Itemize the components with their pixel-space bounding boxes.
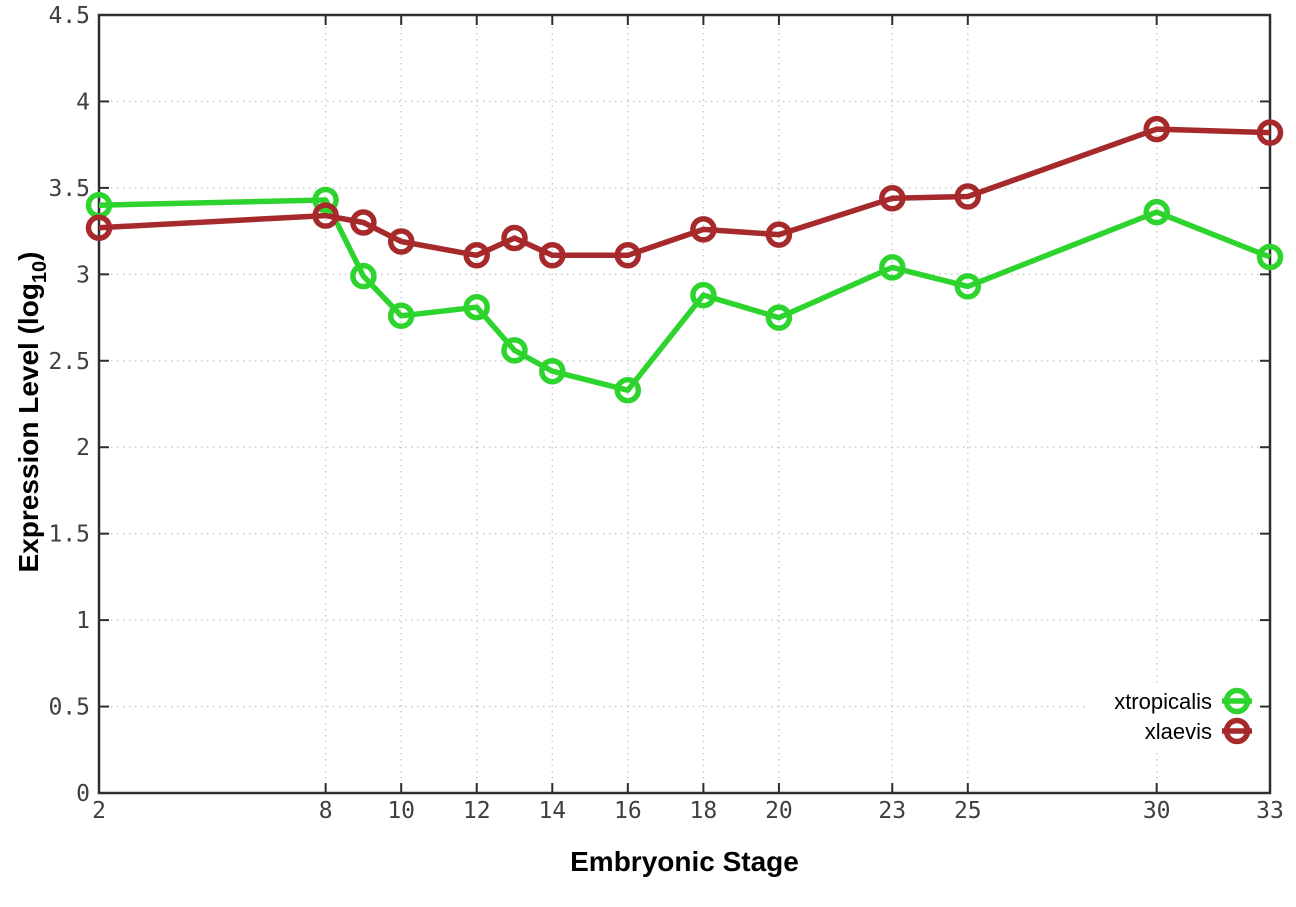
x-tick-label: 16 [614, 798, 642, 824]
data-point-xlaevis [501, 224, 528, 252]
data-point-xlaevis [765, 221, 793, 248]
legend-label-xtropicalis: xtropicalis [1114, 689, 1212, 714]
data-point-xtropicalis [879, 254, 906, 281]
data-point-xtropicalis [350, 262, 377, 290]
x-tick-label: 25 [954, 798, 982, 824]
data-point-xtropicalis [1143, 198, 1170, 226]
y-tick-label: 0.5 [48, 695, 90, 721]
data-point-xlaevis [539, 242, 566, 269]
data-point-xtropicalis [690, 281, 717, 309]
x-tick-label: 23 [878, 798, 906, 824]
x-tick-label: 20 [765, 798, 793, 824]
y-tick-label: 4 [76, 89, 90, 115]
x-tick-label: 10 [387, 798, 415, 824]
x-tick-label: 30 [1143, 798, 1171, 824]
data-point-xlaevis [350, 209, 377, 236]
legend-label-xlaevis: xlaevis [1145, 719, 1212, 744]
y-tick-label: 1 [76, 608, 90, 634]
data-point-xlaevis [954, 183, 982, 210]
data-point-xlaevis [1143, 115, 1170, 143]
y-tick-label: 2 [76, 435, 90, 461]
data-point-xtropicalis [954, 273, 982, 300]
y-tick-label: 3.5 [48, 176, 90, 202]
data-point-xtropicalis [539, 357, 566, 385]
x-tick-label: 8 [319, 798, 333, 824]
data-point-xlaevis [85, 214, 113, 241]
data-point-xtropicalis [501, 337, 528, 364]
x-tick-label: 2 [92, 798, 106, 824]
y-tick-label: 4.5 [48, 3, 90, 29]
y-tick-label: 2.5 [48, 349, 90, 375]
data-point-xtropicalis [614, 376, 642, 404]
data-point-xtropicalis [1256, 243, 1284, 271]
x-tick-label: 12 [463, 798, 491, 824]
data-point-xlaevis [690, 216, 717, 243]
data-point-xlaevis [463, 242, 490, 269]
x-tick-label: 33 [1256, 798, 1284, 824]
data-point-xlaevis [879, 185, 906, 212]
y-axis-title: Expression Level (log10) [13, 252, 51, 573]
legend-marker-icon-xlaevis [1223, 717, 1251, 745]
data-point-xlaevis [1256, 119, 1284, 146]
data-point-xtropicalis [387, 302, 415, 330]
y-tick-label: 1.5 [48, 522, 90, 548]
x-tick-label: 18 [690, 798, 718, 824]
data-point-xlaevis [387, 228, 415, 255]
plot-border [97, 13, 1272, 795]
data-point-xtropicalis [463, 293, 490, 321]
data-point-xlaevis [614, 242, 642, 269]
y-tick-label: 0 [76, 781, 90, 807]
data-point-xtropicalis [312, 186, 339, 214]
y-tick-label: 3 [76, 262, 90, 288]
legend-marker-icon-xtropicalis [1223, 687, 1251, 715]
data-point-xlaevis [312, 202, 339, 229]
data-point-xtropicalis [765, 304, 793, 331]
x-axis-title: Embryonic Stage [570, 846, 799, 877]
x-tick-label: 14 [538, 798, 566, 824]
